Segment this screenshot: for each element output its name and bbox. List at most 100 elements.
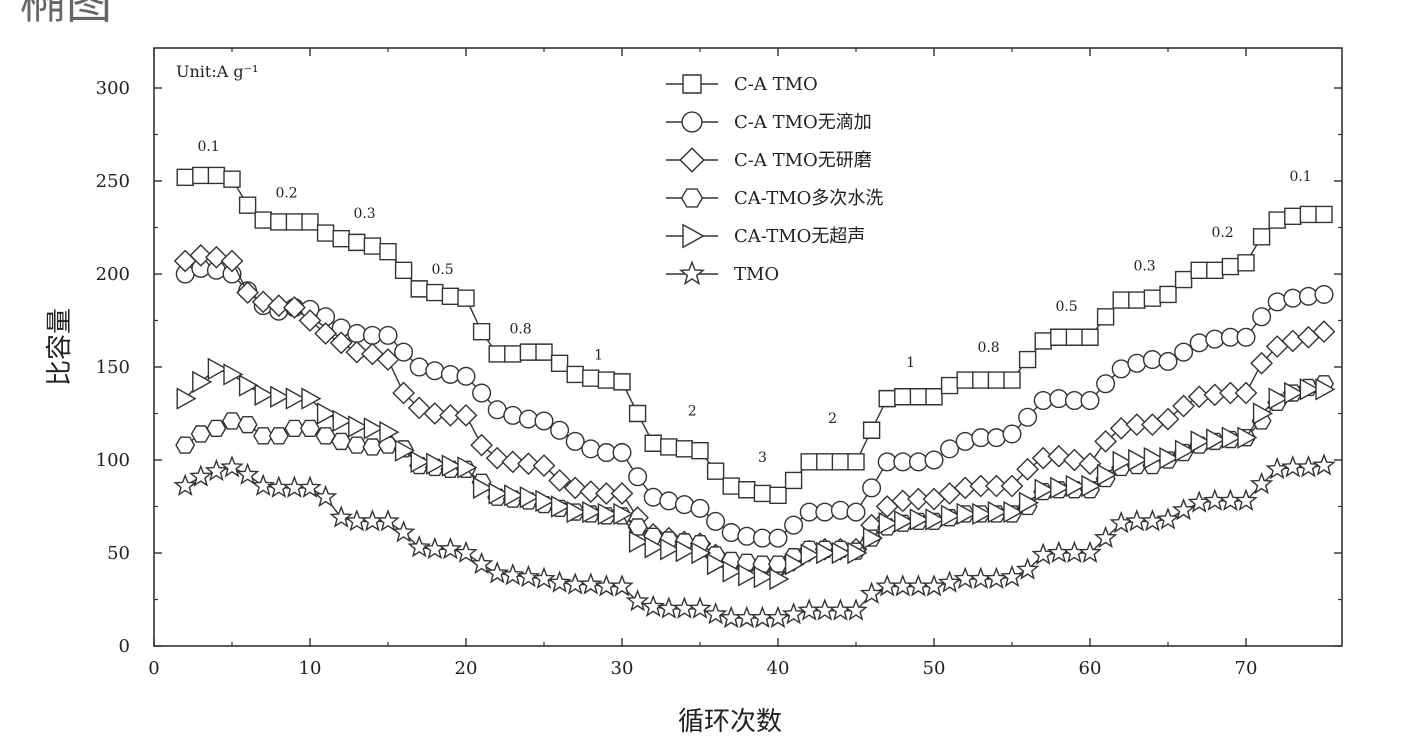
data-point bbox=[485, 561, 509, 584]
data-point bbox=[409, 357, 429, 377]
data-point bbox=[613, 502, 634, 526]
data-point bbox=[1205, 329, 1225, 349]
data-point bbox=[376, 509, 400, 532]
data-point bbox=[769, 486, 787, 505]
data-point bbox=[628, 467, 648, 487]
rate-label: 3 bbox=[758, 450, 767, 466]
data-point bbox=[847, 541, 868, 565]
data-point bbox=[1050, 476, 1071, 500]
data-point bbox=[862, 526, 884, 550]
data-point bbox=[501, 450, 525, 474]
data-point bbox=[457, 289, 475, 307]
rate-label: 0.8 bbox=[509, 322, 531, 338]
data-point bbox=[940, 376, 959, 395]
data-point bbox=[345, 340, 369, 364]
data-point bbox=[223, 363, 244, 386]
data-point bbox=[1000, 564, 1024, 588]
data-point bbox=[924, 450, 944, 470]
data-point bbox=[379, 420, 400, 444]
data-point bbox=[1000, 474, 1024, 498]
data-point bbox=[722, 560, 743, 583]
data-point bbox=[1221, 257, 1240, 276]
data-point bbox=[454, 540, 478, 564]
series-4 bbox=[176, 357, 1336, 591]
data-point bbox=[173, 473, 197, 497]
page-fragment-text: 椭图 bbox=[20, 0, 112, 29]
data-point bbox=[581, 439, 601, 459]
data-point bbox=[1315, 205, 1333, 224]
data-point bbox=[1219, 381, 1242, 405]
data-point bbox=[316, 402, 338, 425]
data-point bbox=[550, 495, 572, 518]
data-point bbox=[862, 421, 881, 439]
data-point bbox=[625, 588, 650, 612]
data-point bbox=[1128, 291, 1146, 309]
data-point bbox=[878, 512, 899, 535]
data-point bbox=[1047, 540, 1071, 564]
data-point bbox=[1080, 390, 1100, 410]
data-point bbox=[721, 523, 741, 543]
data-point bbox=[504, 345, 522, 363]
data-point bbox=[1096, 374, 1116, 394]
data-point bbox=[816, 453, 834, 471]
data-point bbox=[1065, 474, 1086, 498]
data-point bbox=[394, 261, 413, 279]
data-point bbox=[844, 598, 868, 621]
data-point bbox=[238, 374, 260, 397]
data-point bbox=[738, 564, 759, 587]
data-point bbox=[594, 574, 619, 597]
data-point bbox=[207, 357, 228, 381]
data-point bbox=[972, 502, 993, 526]
data-point bbox=[922, 574, 946, 597]
data-point bbox=[379, 242, 397, 261]
legend-label: TMO bbox=[734, 264, 779, 285]
y-axis-title: 比容量 bbox=[45, 308, 75, 386]
data-point bbox=[235, 462, 260, 485]
data-point bbox=[859, 581, 884, 604]
data-point bbox=[737, 526, 757, 546]
data-point bbox=[1109, 416, 1133, 440]
data-point bbox=[1312, 320, 1336, 344]
data-point bbox=[643, 487, 663, 507]
rate-label: 1 bbox=[594, 348, 603, 364]
x-tick-label: 20 bbox=[455, 658, 478, 679]
data-point bbox=[548, 469, 571, 492]
data-point bbox=[1189, 333, 1209, 353]
data-point bbox=[221, 412, 243, 430]
data-point bbox=[220, 249, 244, 273]
data-point bbox=[1283, 288, 1303, 308]
data-point bbox=[425, 361, 445, 381]
rate-label: 0.2 bbox=[1211, 225, 1233, 241]
data-point bbox=[1096, 463, 1118, 487]
data-point bbox=[1003, 500, 1024, 524]
y-tick-label: 0 bbox=[119, 636, 130, 657]
data-point bbox=[1218, 488, 1243, 511]
data-point bbox=[394, 439, 416, 462]
data-point bbox=[454, 403, 478, 427]
data-point bbox=[675, 539, 696, 563]
data-point bbox=[722, 477, 740, 495]
data-point bbox=[1125, 413, 1149, 437]
data-point bbox=[1172, 394, 1195, 418]
x-axis-title: 循环次数 bbox=[678, 707, 782, 737]
data-point bbox=[956, 502, 977, 526]
data-point bbox=[423, 402, 447, 425]
data-point bbox=[955, 431, 975, 451]
data-point bbox=[190, 425, 211, 443]
data-point bbox=[391, 520, 416, 543]
data-point bbox=[738, 481, 756, 499]
rate-label: 0.1 bbox=[197, 139, 219, 155]
data-point bbox=[1312, 453, 1336, 476]
data-point bbox=[532, 454, 556, 477]
unit-label: Unit:A g⁻¹ bbox=[176, 62, 258, 81]
data-point bbox=[283, 296, 306, 319]
data-point bbox=[332, 229, 350, 248]
data-point bbox=[535, 343, 553, 361]
data-point bbox=[1018, 407, 1038, 427]
data-point bbox=[660, 438, 678, 456]
data-point bbox=[347, 324, 367, 344]
data-point bbox=[1063, 448, 1086, 472]
legend-marker bbox=[682, 74, 702, 94]
data-point bbox=[504, 484, 525, 507]
data-point bbox=[909, 388, 928, 406]
